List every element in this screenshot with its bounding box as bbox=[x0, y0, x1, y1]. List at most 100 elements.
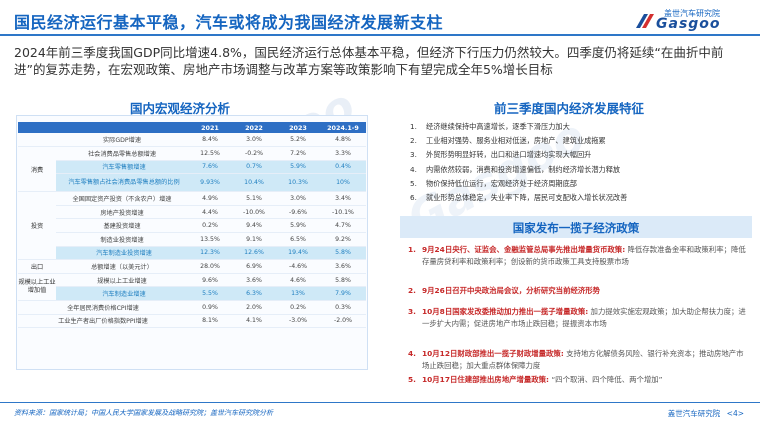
value-cell: 5.2% bbox=[276, 133, 320, 148]
policy-body: 降低存款准备金率和政策利率；降低存量房贷利率和政策利率；创设新的货币政策工具支持… bbox=[422, 245, 746, 266]
item-text: 物价保持低位运行，宏观经济处于经济周期底部 bbox=[426, 178, 577, 188]
item-text: 工业相对强势、服务业相对低迷，房地产、建筑业成拖累 bbox=[426, 136, 606, 146]
value-cell: 10% bbox=[320, 173, 366, 193]
item-number: 2. bbox=[410, 136, 417, 146]
footer-rule bbox=[0, 402, 760, 403]
value-cell: 0.2% bbox=[188, 218, 232, 234]
item-number: 6. bbox=[410, 192, 417, 202]
table-row: 实际GDP增速 8.4% 3.0% 5.2% 4.8% bbox=[18, 133, 366, 148]
category-cell-consume: 消费 bbox=[18, 146, 56, 193]
table-row: 汽车零售额增速 7.6% 0.7% 5.9% 0.4% bbox=[18, 160, 366, 175]
item-text: 就业形势总体稳定，失业率下降，居民可支配收入增长状况改善 bbox=[426, 192, 628, 202]
item-number: 3. bbox=[410, 150, 417, 160]
footer-brand-name: 盖世汽车研究院 bbox=[667, 409, 721, 418]
value-cell: 13.5% bbox=[188, 232, 232, 247]
value-cell: 12.6% bbox=[232, 246, 276, 261]
category-cell-industry: 规模以上工业增加值 bbox=[18, 273, 56, 302]
table-row: 汽车制造业增速 5.5% 6.3% 13% 7.9% bbox=[18, 286, 366, 302]
policy-head: 10月12日财政部推出一揽子财政增量政策: bbox=[422, 349, 564, 358]
header-blank bbox=[18, 122, 56, 133]
indicator-name: 社会消费品零售总额增速 bbox=[56, 146, 188, 161]
table-row: 全年居民消费价格CPI增速 0.9% 2.0% 0.2% 0.3% bbox=[18, 300, 366, 315]
table-row: 出口 总额增速（以美元计） 28.0% 6.9% -4.6% 3.6% bbox=[18, 259, 366, 274]
category-cell-export: 出口 bbox=[18, 259, 56, 274]
table-header-row: 2021 2022 2023 2024.1-9 bbox=[18, 122, 366, 133]
policy-number: 3. bbox=[408, 307, 416, 316]
value-cell: 5.8% bbox=[320, 273, 366, 288]
value-cell: 7.9% bbox=[320, 286, 366, 302]
value-cell: 28.0% bbox=[188, 259, 232, 274]
indicator-name: 基建投资增速 bbox=[56, 218, 188, 234]
value-cell: 3.6% bbox=[232, 273, 276, 288]
intro-paragraph: 2024年前三季度我国GDP同比增速4.8%，国民经济运行总体基本平稳，但经济下… bbox=[14, 45, 724, 77]
value-cell: -9.6% bbox=[276, 205, 320, 220]
indicator-name: 制造业投资增速 bbox=[56, 232, 188, 247]
value-cell: -10.0% bbox=[232, 205, 276, 220]
table-row: 汽车制造业投资增速 12.3% 12.6% 19.4% 5.8% bbox=[18, 246, 366, 261]
value-cell: -4.6% bbox=[276, 259, 320, 274]
list-item: 4. 内需依然较弱，消费和投资增速偏低，制约经济增长潜力释放 bbox=[410, 163, 750, 177]
header-blank bbox=[56, 122, 188, 133]
logo-en: Gasgoo bbox=[656, 16, 721, 32]
list-item: 1. 经济继续保持中高速增长，逐季下滑压力加大 bbox=[410, 120, 750, 134]
value-cell: 7.2% bbox=[276, 146, 320, 161]
policy-head: 9月26日召开中央政治局会议，分析研究当前经济形势 bbox=[422, 286, 601, 295]
header-year: 2023 bbox=[276, 122, 320, 133]
value-cell: 0.9% bbox=[188, 300, 232, 315]
indicator-name: 工业生产者出厂价格指数PPI增速 bbox=[18, 314, 188, 329]
item-text: 内需依然较弱，消费和投资增速偏低，制约经济增长潜力释放 bbox=[426, 164, 621, 174]
table-row: 房地产投资增速 4.4% -10.0% -9.6% -10.1% bbox=[18, 205, 366, 220]
value-cell: 5.8% bbox=[320, 246, 366, 261]
value-cell: 8.4% bbox=[188, 133, 232, 148]
value-cell: 5.5% bbox=[188, 286, 232, 302]
policy-section-header: 国家发布一揽子经济政策 bbox=[400, 216, 752, 238]
value-cell: 3.3% bbox=[320, 146, 366, 161]
list-item: 5. 物价保持低位运行，宏观经济处于经济周期底部 bbox=[410, 177, 750, 191]
value-cell: 6.5% bbox=[276, 232, 320, 247]
value-cell: -3.0% bbox=[276, 314, 320, 329]
table-row: 制造业投资增速 13.5% 9.1% 6.5% 9.2% bbox=[18, 232, 366, 247]
indicator-name: 实际GDP增速 bbox=[56, 133, 188, 148]
indicator-name: 房地产投资增速 bbox=[56, 205, 188, 220]
value-cell: 10.4% bbox=[232, 173, 276, 193]
policy-head: 10月17日住建部推出房地产增量政策: bbox=[422, 375, 549, 384]
list-item: 3. 外贸形势明显好转，出口和进口增速均实现大幅回升 bbox=[410, 148, 750, 162]
indicator-name: 汽车制造业增速 bbox=[56, 286, 188, 302]
value-cell: 12.3% bbox=[188, 246, 232, 261]
value-cell: 0.2% bbox=[276, 300, 320, 315]
item-number: 1. bbox=[410, 122, 417, 131]
value-cell: 5.1% bbox=[232, 191, 276, 206]
footer-brand: 盖世汽车研究院 <4> bbox=[668, 408, 744, 419]
value-cell: 3.6% bbox=[320, 259, 366, 274]
indicator-name: 汽车制造业投资增速 bbox=[56, 246, 188, 261]
value-cell: 10.3% bbox=[276, 173, 320, 193]
list-item: 6. 就业形势总体稳定，失业率下降，居民可支配收入增长状况改善 bbox=[410, 191, 750, 205]
header-year: 2024.1-9 bbox=[320, 122, 366, 133]
policy-number: 1. bbox=[408, 245, 416, 254]
value-cell: 6.3% bbox=[232, 286, 276, 302]
value-cell: -2.0% bbox=[320, 314, 366, 329]
policy-body: “四个取消、四个降低、两个增加” bbox=[549, 375, 663, 384]
table-row: 基建投资增速 0.2% 9.4% 5.9% 4.7% bbox=[18, 218, 366, 234]
header-year: 2022 bbox=[232, 122, 276, 133]
indicator-name: 汽车零售额增速 bbox=[56, 160, 188, 175]
value-cell: 3.0% bbox=[232, 133, 276, 148]
indicator-name: 全国固定资产投资（不含农户）增速 bbox=[56, 191, 188, 206]
policy-number: 5. bbox=[408, 375, 416, 384]
features-section-title: 前三季度国内经济发展特征 bbox=[494, 101, 645, 116]
value-cell: 4.9% bbox=[188, 191, 232, 206]
value-cell: 12.5% bbox=[188, 146, 232, 161]
value-cell: 6.9% bbox=[232, 259, 276, 274]
policy-number: 2. bbox=[408, 286, 416, 295]
source-note: 资料来源：国家统计局；中国人民大学国家发展及战略研究院；盖世汽车研究院分析 bbox=[14, 409, 273, 417]
indicator-name: 总额增速（以美元计） bbox=[56, 259, 188, 274]
item-text: 经济继续保持中高速增长，逐季下滑压力加大 bbox=[426, 122, 570, 131]
policy-text: 10月17日住建部推出房地产增量政策: “四个取消、四个降低、两个增加” bbox=[422, 374, 750, 386]
value-cell: 4.8% bbox=[320, 133, 366, 148]
policy-body: 加力提效实施宏观政策；加大助企帮扶力度；进一步扩大内需；促进房地产市场止跌回稳；… bbox=[422, 307, 746, 328]
logo: 盖世汽车研究院 Gasgoo bbox=[636, 8, 746, 32]
value-cell: 2.0% bbox=[232, 300, 276, 315]
value-cell: 0.4% bbox=[320, 160, 366, 175]
value-cell: 3.0% bbox=[276, 191, 320, 206]
value-cell: 9.6% bbox=[188, 273, 232, 288]
